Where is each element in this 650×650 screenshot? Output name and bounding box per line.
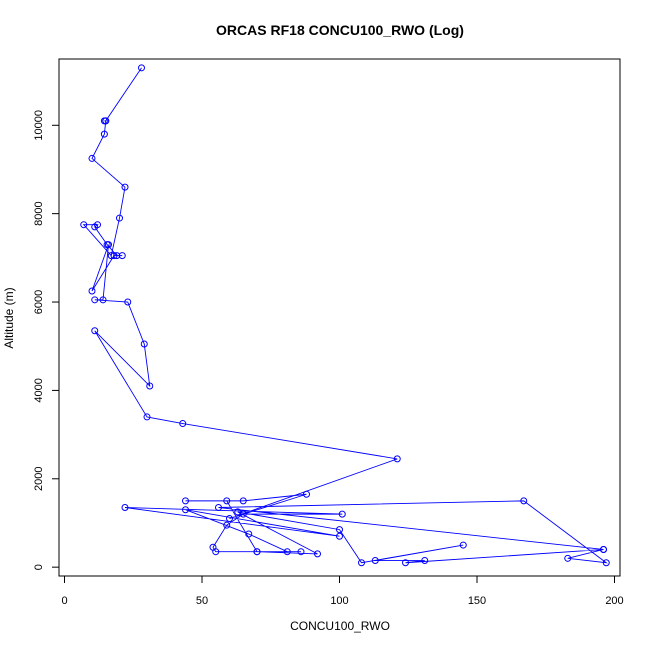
x-tick-label: 150	[468, 595, 486, 607]
y-tick-label: 8000	[33, 201, 45, 225]
data-point	[520, 497, 528, 505]
data-point	[100, 130, 108, 138]
y-axis-label: Altitude (m)	[2, 287, 16, 348]
data-point	[223, 497, 231, 505]
data-point	[314, 550, 321, 558]
data-point	[146, 382, 154, 390]
data-point	[88, 154, 96, 162]
data-point	[602, 559, 610, 567]
data-point	[80, 221, 88, 229]
data-point	[91, 327, 99, 335]
data-point	[88, 287, 96, 295]
data-point	[564, 554, 572, 562]
data-point	[91, 296, 99, 304]
data-point	[118, 252, 126, 260]
data-point	[393, 455, 401, 463]
data-point	[215, 504, 222, 512]
data-point	[297, 548, 305, 556]
data-point	[99, 296, 107, 304]
data-point	[234, 508, 242, 516]
data-point	[336, 532, 343, 540]
data-point	[338, 510, 346, 518]
data-point	[124, 298, 132, 306]
data-point	[371, 557, 379, 565]
chart-title: ORCAS RF18 CONCU100_RWO (Log)	[216, 22, 464, 38]
data-point	[110, 252, 118, 260]
y-tick-label: 4000	[33, 378, 45, 402]
data-point	[245, 530, 253, 538]
data-point	[102, 117, 110, 125]
x-tick-label: 100	[330, 595, 348, 607]
y-tick-label: 2000	[33, 467, 45, 491]
data-point	[358, 559, 365, 567]
data-point	[182, 497, 189, 505]
data-point	[182, 506, 189, 514]
data-point	[116, 214, 123, 222]
x-axis-label: CONCU100_RWO	[290, 619, 390, 633]
data-point	[283, 548, 291, 556]
data-point	[459, 541, 467, 549]
y-tick-label: 6000	[33, 290, 45, 314]
data-point	[223, 521, 231, 529]
data-point	[138, 64, 145, 72]
data-point	[402, 559, 409, 567]
data-point	[105, 241, 112, 249]
y-tick-label: 10000	[33, 110, 45, 141]
data-point	[121, 504, 129, 512]
data-point	[336, 526, 343, 534]
data-point	[239, 497, 247, 505]
data-point	[253, 548, 261, 556]
data-point	[140, 340, 148, 348]
data-point	[121, 183, 129, 191]
data-point	[91, 223, 99, 231]
data-point	[303, 490, 310, 498]
series-layer	[80, 64, 610, 567]
data-point	[209, 543, 217, 551]
data-point	[226, 515, 233, 523]
x-tick-label: 200	[605, 595, 623, 607]
y-tick-label: 0	[33, 564, 45, 570]
data-point	[143, 413, 151, 421]
x-axis: 0 50 100 150 200	[61, 575, 624, 607]
data-point	[179, 420, 187, 428]
data-point	[600, 545, 607, 553]
x-tick-label: 0	[61, 595, 67, 607]
series-line	[82, 67, 608, 564]
x-tick-label: 50	[196, 595, 208, 607]
y-axis: 0 2000 4000 6000 8000 10000	[33, 110, 60, 570]
data-point	[421, 557, 429, 565]
plot-frame	[58, 58, 621, 577]
